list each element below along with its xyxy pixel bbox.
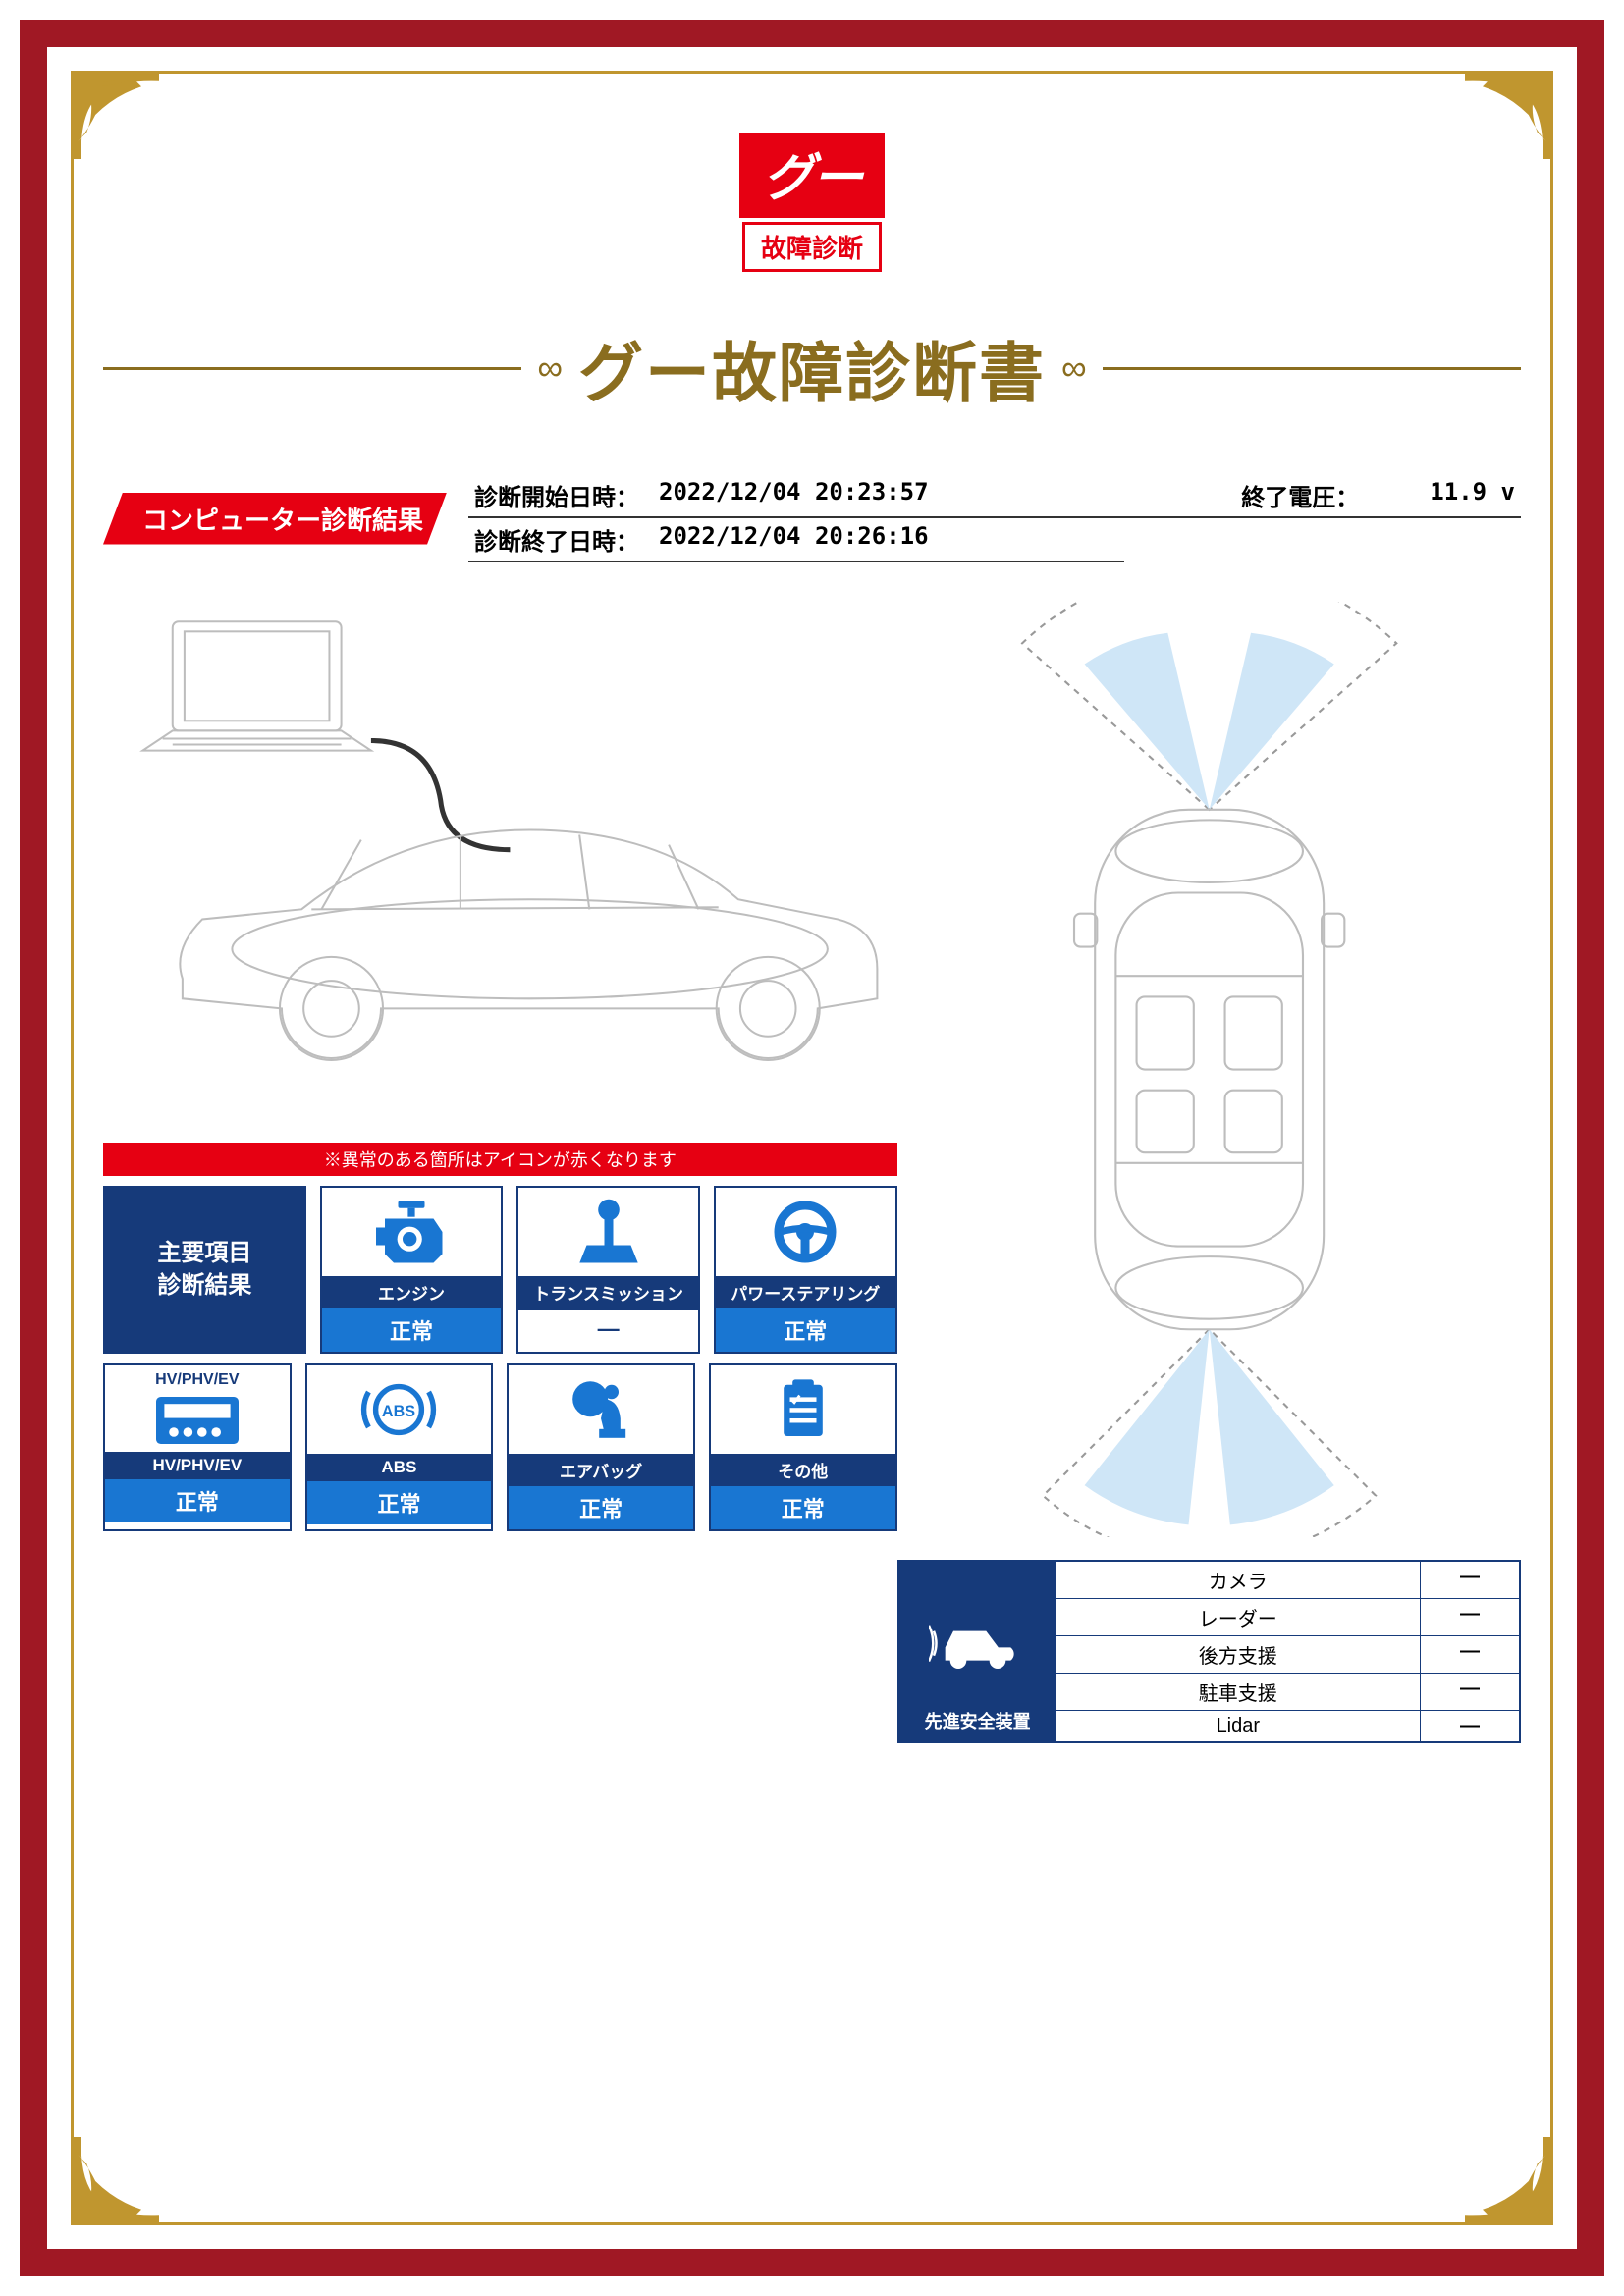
diagram-left: ※異常のある箇所はアイコンが赤くなります 主要項目 診断結果 エンジン 正常 bbox=[103, 602, 897, 1743]
corner-ornament-bl bbox=[71, 2137, 159, 2225]
meta-block: 診断開始日時： 2022/12/04 20:23:57 終了電圧： 11.9 v… bbox=[462, 474, 1521, 562]
meta-start-row: 診断開始日時： 2022/12/04 20:23:57 終了電圧： 11.9 v bbox=[468, 474, 1521, 518]
safety-value: — bbox=[1421, 1636, 1519, 1673]
svg-text:ABS: ABS bbox=[382, 1403, 415, 1420]
safety-value: — bbox=[1421, 1674, 1519, 1710]
card-label: HV/PHV/EV bbox=[105, 1452, 290, 1479]
safety-name: カメラ bbox=[1056, 1562, 1421, 1598]
inner-frame: グー 故障診断 ∞ グー故障診断書 ∞ コンピューター診断結果 診断開始日時： bbox=[71, 71, 1553, 2225]
flourish-left-icon: ∞ bbox=[537, 347, 563, 389]
logo-brand: グー bbox=[739, 133, 885, 218]
card-label: ABS bbox=[307, 1454, 492, 1481]
flourish-right-icon: ∞ bbox=[1061, 347, 1087, 389]
title-line-right bbox=[1103, 367, 1521, 370]
card-status: 正常 bbox=[105, 1479, 290, 1522]
card-engine: エンジン 正常 bbox=[320, 1186, 504, 1354]
title-line-left bbox=[103, 367, 521, 370]
safety-value: — bbox=[1421, 1599, 1519, 1635]
abs-icon: ABS bbox=[307, 1365, 492, 1454]
engine-icon bbox=[322, 1188, 502, 1276]
main-title: グー故障診断書 bbox=[578, 321, 1046, 415]
meta-start-value: 2022/12/04 20:23:57 bbox=[659, 478, 929, 512]
card-power-steering: パワーステアリング 正常 bbox=[714, 1186, 897, 1354]
meta-voltage-value: 11.9 v bbox=[1430, 478, 1515, 512]
cards-row-2: HV/PHV/EV HV/PHV/EV 正常 ABS ABS bbox=[103, 1363, 897, 1531]
safety-name: 駐車支援 bbox=[1056, 1674, 1421, 1710]
section-badge: コンピューター診断結果 bbox=[103, 493, 447, 545]
card-status: 正常 bbox=[711, 1486, 895, 1529]
safety-header-cell: 先進安全装置 bbox=[899, 1562, 1056, 1741]
meta-end-value: 2022/12/04 20:26:16 bbox=[659, 522, 929, 557]
clipboard-icon bbox=[711, 1365, 895, 1454]
card-airbag: エアバッグ 正常 bbox=[507, 1363, 695, 1531]
diagram-right: 先進安全装置 カメラ — レーダー — bbox=[897, 602, 1521, 1743]
safety-name: レーダー bbox=[1056, 1599, 1421, 1635]
car-sensor-icon bbox=[929, 1570, 1027, 1708]
card-label: トランスミッション bbox=[518, 1276, 698, 1308]
content: グー 故障診断 ∞ グー故障診断書 ∞ コンピューター診断結果 診断開始日時： bbox=[74, 74, 1550, 1783]
card-status: 正常 bbox=[307, 1481, 492, 1524]
safety-row: 後方支援 — bbox=[1056, 1636, 1519, 1674]
card-status: — bbox=[518, 1308, 698, 1348]
safety-name: 後方支援 bbox=[1056, 1636, 1421, 1673]
safety-rows: カメラ — レーダー — 後方支援 — bbox=[1056, 1562, 1519, 1741]
meta-end-row: 診断終了日時： 2022/12/04 20:26:16 bbox=[468, 518, 1124, 562]
info-row: コンピューター診断結果 診断開始日時： 2022/12/04 20:23:57 … bbox=[103, 474, 1521, 562]
header-card-text: 主要項目 診断結果 bbox=[157, 1237, 251, 1303]
card-label: パワーステアリング bbox=[716, 1276, 895, 1308]
card-label: その他 bbox=[711, 1454, 895, 1486]
car-top-sensor-icon bbox=[897, 602, 1521, 1537]
card-status: 正常 bbox=[322, 1308, 502, 1352]
warning-bar: ※異常のある箇所はアイコンが赤くなります bbox=[103, 1143, 897, 1176]
card-other: その他 正常 bbox=[709, 1363, 897, 1531]
meta-start-label: 診断開始日時： bbox=[474, 478, 651, 512]
safety-row: カメラ — bbox=[1056, 1562, 1519, 1599]
cards-row-1: 主要項目 診断結果 エンジン 正常 bbox=[103, 1186, 897, 1354]
safety-value: — bbox=[1421, 1562, 1519, 1598]
ev-icon bbox=[105, 1389, 290, 1452]
card-transmission: トランスミッション — bbox=[516, 1186, 700, 1354]
safety-row: Lidar — bbox=[1056, 1711, 1519, 1741]
safety-name: Lidar bbox=[1056, 1711, 1421, 1741]
safety-row: 駐車支援 — bbox=[1056, 1674, 1519, 1711]
card-abs: ABS ABS 正常 bbox=[305, 1363, 494, 1531]
card-label: エンジン bbox=[322, 1276, 502, 1308]
steering-icon bbox=[716, 1188, 895, 1276]
title-row: ∞ グー故障診断書 ∞ bbox=[103, 321, 1521, 415]
safety-value: — bbox=[1421, 1711, 1519, 1741]
diagram-area: ※異常のある箇所はアイコンが赤くなります 主要項目 診断結果 エンジン 正常 bbox=[103, 602, 1521, 1743]
safety-row: レーダー — bbox=[1056, 1599, 1519, 1636]
safety-table: 先進安全装置 カメラ — レーダー — bbox=[897, 1560, 1521, 1743]
meta-voltage-label: 終了電圧： bbox=[1241, 478, 1418, 512]
card-label: エアバッグ bbox=[509, 1454, 693, 1486]
header-card: 主要項目 診断結果 bbox=[103, 1186, 306, 1354]
corner-ornament-br bbox=[1465, 2137, 1553, 2225]
outer-frame: グー 故障診断 ∞ グー故障診断書 ∞ コンピューター診断結果 診断開始日時： bbox=[20, 20, 1604, 2276]
card-status: 正常 bbox=[716, 1308, 895, 1352]
airbag-icon bbox=[509, 1365, 693, 1454]
card-hv: HV/PHV/EV HV/PHV/EV 正常 bbox=[103, 1363, 292, 1531]
logo-subtitle: 故障診断 bbox=[742, 222, 882, 272]
transmission-icon bbox=[518, 1188, 698, 1276]
logo-block: グー 故障診断 bbox=[103, 133, 1521, 272]
card-status: 正常 bbox=[509, 1486, 693, 1529]
meta-end-label: 診断終了日時： bbox=[474, 522, 651, 557]
car-side-wireframe-icon bbox=[103, 602, 897, 1118]
safety-header-label: 先進安全装置 bbox=[925, 1708, 1031, 1734]
